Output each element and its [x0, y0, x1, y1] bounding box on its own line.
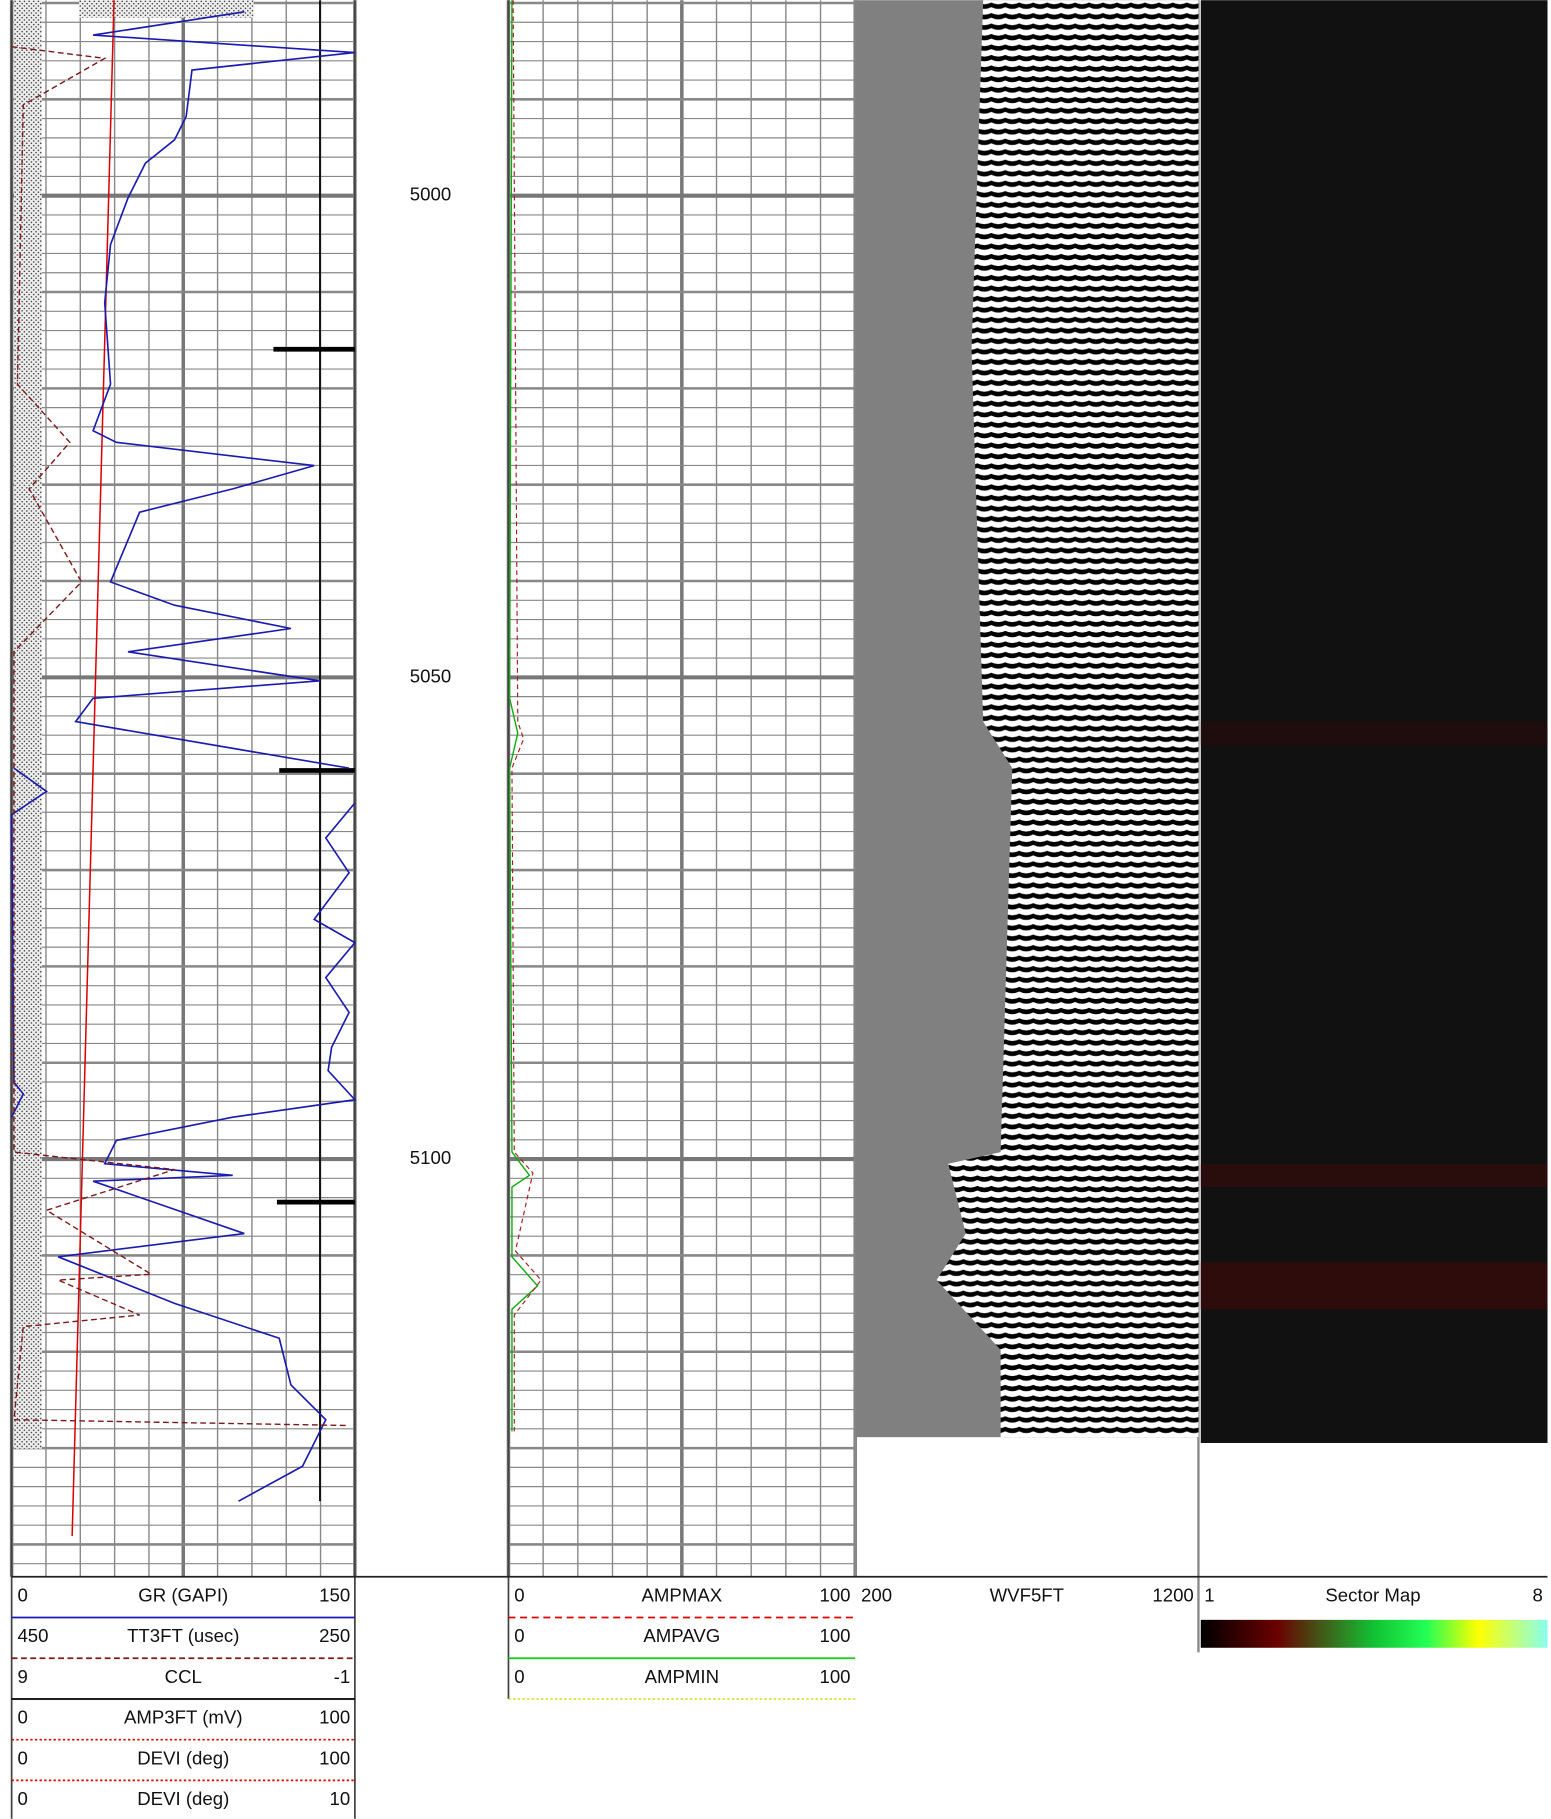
curve-name: CCL: [165, 1666, 202, 1687]
curve-name: TT3FT (usec): [127, 1625, 239, 1646]
gr-curve: [57, 802, 357, 1502]
scale-left: 0: [17, 1707, 27, 1728]
ccl-spike: [273, 346, 355, 1205]
waveform: [936, 0, 1199, 1438]
depth-label: 5000: [410, 184, 451, 205]
ampavg-curve: [508, 0, 539, 1432]
scale-left: 200: [861, 1584, 892, 1605]
scale-right: 8: [1532, 1584, 1542, 1605]
curve-name: AMPMIN: [645, 1666, 719, 1687]
scale-right: -1: [334, 1666, 351, 1687]
scale-left: 0: [514, 1625, 524, 1646]
scale-left: 1: [1204, 1584, 1214, 1605]
curve-name: GR (GAPI): [138, 1584, 228, 1605]
scale-left: 0: [17, 1788, 27, 1809]
curve-name: Sector Map: [1325, 1584, 1420, 1605]
lithology-fill: [79, 0, 254, 18]
curve-name: DEVI (deg): [137, 1788, 229, 1809]
curve-name: DEVI (deg): [137, 1747, 229, 1768]
scale-left: 9: [17, 1666, 27, 1687]
scale-right: 100: [819, 1584, 850, 1605]
scale-left: 0: [17, 1584, 27, 1605]
scale-left: 0: [514, 1584, 524, 1605]
scale-left: 0: [17, 1747, 27, 1768]
gr-curve: [74, 11, 355, 769]
curve-name: AMP3FT (mV): [124, 1707, 243, 1728]
scale-right: 1200: [1152, 1584, 1193, 1605]
scale-right: 250: [319, 1625, 350, 1646]
scale-right: 100: [819, 1666, 850, 1687]
ampmax-curve: [511, 0, 542, 1432]
scale-left: 0: [514, 1666, 524, 1687]
curve-name: AMPMAX: [642, 1584, 723, 1605]
tt3ft-curve: [71, 0, 115, 1537]
scale-right: 150: [319, 1584, 350, 1605]
curve-name: AMPAVG: [643, 1625, 720, 1646]
scale-right: 100: [319, 1747, 350, 1768]
depth-label: 5100: [410, 1147, 451, 1168]
sector-band: [1200, 1262, 1548, 1310]
depth-label: 5050: [410, 665, 451, 686]
sector-band: [1200, 721, 1548, 745]
scale-right: 100: [819, 1625, 850, 1646]
scale-left: 450: [17, 1625, 48, 1646]
amp-curve: [11, 46, 350, 1427]
scale-right: 10: [330, 1788, 351, 1809]
scale-right: 100: [319, 1707, 350, 1728]
lithology-fill: [13, 0, 42, 1449]
sector-band: [1200, 1163, 1548, 1188]
gr-curve-wrap: [10, 767, 48, 1118]
curve-name: WVF5FT: [990, 1584, 1064, 1605]
color-bar: [1200, 1619, 1548, 1648]
